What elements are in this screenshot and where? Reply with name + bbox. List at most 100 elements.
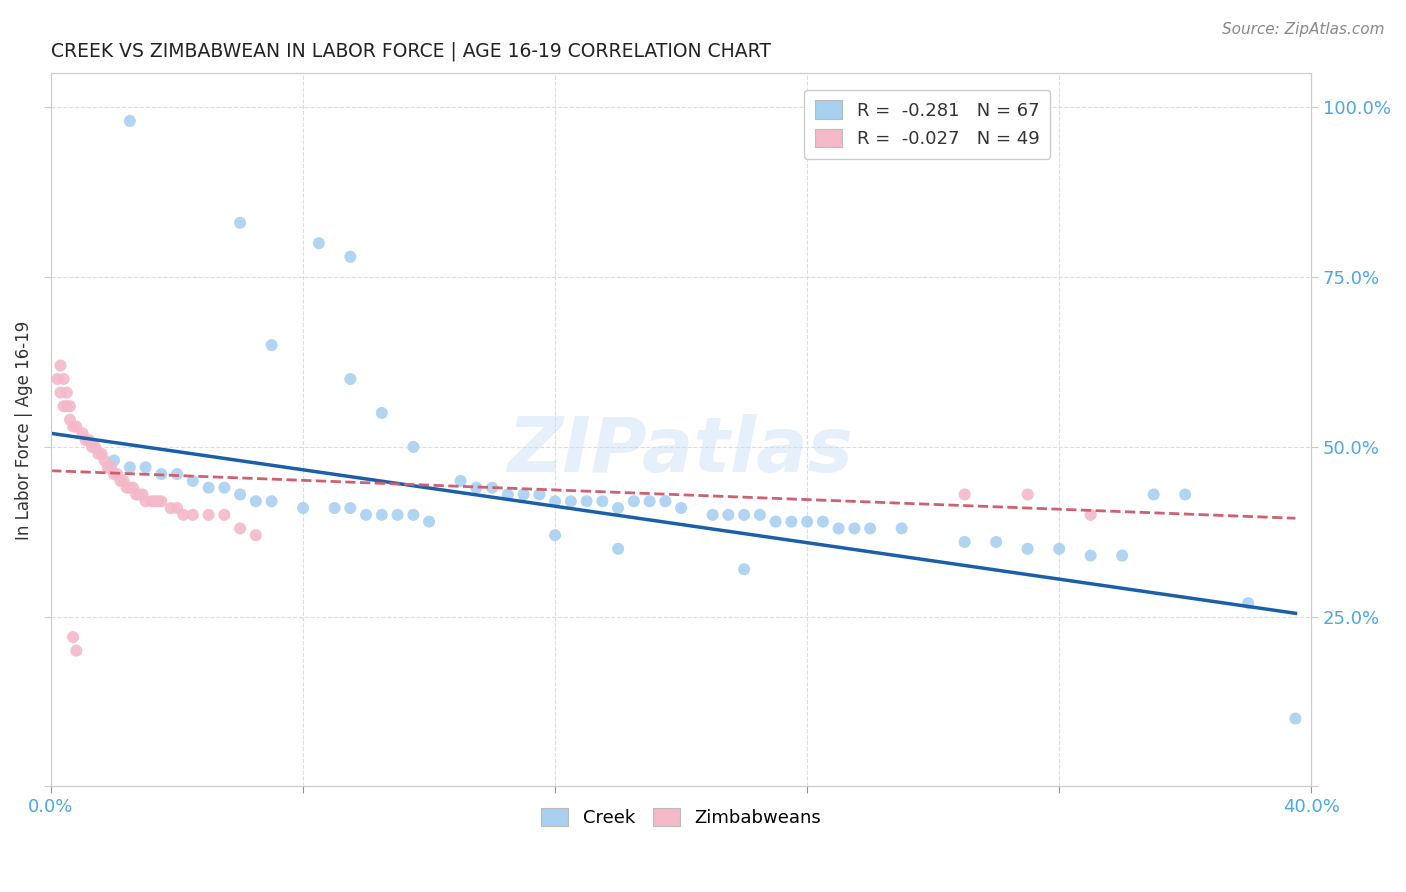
- Point: [733, 508, 755, 522]
- Text: Source: ZipAtlas.com: Source: ZipAtlas.com: [1222, 22, 1385, 37]
- Point: [748, 508, 770, 522]
- Point: [172, 508, 194, 522]
- Point: [131, 487, 153, 501]
- Point: [49, 359, 72, 373]
- Point: [65, 419, 87, 434]
- Point: [118, 481, 141, 495]
- Point: [844, 521, 866, 535]
- Point: [339, 250, 361, 264]
- Point: [75, 433, 97, 447]
- Point: [229, 216, 252, 230]
- Point: [654, 494, 676, 508]
- Point: [84, 440, 107, 454]
- Point: [953, 535, 976, 549]
- Point: [811, 515, 834, 529]
- Point: [49, 385, 72, 400]
- Point: [765, 515, 787, 529]
- Point: [197, 508, 219, 522]
- Point: [308, 236, 330, 251]
- Point: [135, 460, 157, 475]
- Point: [1237, 596, 1260, 610]
- Point: [229, 487, 252, 501]
- Point: [229, 521, 252, 535]
- Point: [481, 481, 503, 495]
- Point: [181, 474, 204, 488]
- Point: [1017, 487, 1039, 501]
- Point: [1284, 712, 1306, 726]
- Point: [638, 494, 661, 508]
- Point: [62, 419, 84, 434]
- Point: [80, 440, 103, 454]
- Point: [150, 467, 173, 481]
- Point: [1017, 541, 1039, 556]
- Point: [97, 460, 120, 475]
- Point: [953, 487, 976, 501]
- Point: [105, 467, 128, 481]
- Point: [128, 487, 150, 501]
- Point: [260, 494, 283, 508]
- Point: [418, 515, 440, 529]
- Point: [56, 399, 79, 413]
- Point: [402, 440, 425, 454]
- Point: [59, 399, 82, 413]
- Point: [112, 474, 135, 488]
- Point: [1111, 549, 1133, 563]
- Point: [669, 501, 692, 516]
- Point: [780, 515, 803, 529]
- Point: [371, 406, 394, 420]
- Legend: Creek, Zimbabweans: Creek, Zimbabweans: [534, 801, 828, 835]
- Point: [607, 501, 630, 516]
- Point: [150, 494, 173, 508]
- Point: [214, 481, 236, 495]
- Point: [465, 481, 488, 495]
- Point: [141, 494, 163, 508]
- Point: [62, 630, 84, 644]
- Point: [450, 474, 472, 488]
- Point: [59, 413, 82, 427]
- Point: [103, 467, 125, 481]
- Point: [371, 508, 394, 522]
- Point: [560, 494, 582, 508]
- Point: [135, 494, 157, 508]
- Point: [77, 433, 100, 447]
- Point: [100, 460, 122, 475]
- Point: [591, 494, 613, 508]
- Point: [245, 528, 267, 542]
- Point: [245, 494, 267, 508]
- Point: [402, 508, 425, 522]
- Point: [214, 508, 236, 522]
- Point: [496, 487, 519, 501]
- Point: [87, 447, 110, 461]
- Y-axis label: In Labor Force | Age 16-19: In Labor Force | Age 16-19: [15, 320, 32, 540]
- Point: [354, 508, 377, 522]
- Point: [197, 481, 219, 495]
- Point: [733, 562, 755, 576]
- Point: [93, 453, 115, 467]
- Point: [125, 487, 148, 501]
- Point: [1080, 508, 1102, 522]
- Point: [623, 494, 645, 508]
- Point: [859, 521, 882, 535]
- Point: [90, 447, 112, 461]
- Point: [65, 643, 87, 657]
- Point: [72, 426, 94, 441]
- Point: [323, 501, 346, 516]
- Point: [544, 494, 567, 508]
- Point: [339, 372, 361, 386]
- Point: [166, 467, 188, 481]
- Point: [575, 494, 598, 508]
- Point: [387, 508, 409, 522]
- Point: [890, 521, 912, 535]
- Point: [1047, 541, 1070, 556]
- Point: [529, 487, 551, 501]
- Point: [796, 515, 818, 529]
- Point: [110, 474, 132, 488]
- Point: [986, 535, 1008, 549]
- Point: [56, 385, 79, 400]
- Point: [702, 508, 724, 522]
- Point: [339, 501, 361, 516]
- Point: [607, 541, 630, 556]
- Point: [146, 494, 169, 508]
- Point: [115, 481, 138, 495]
- Text: ZIPatlas: ZIPatlas: [508, 415, 853, 488]
